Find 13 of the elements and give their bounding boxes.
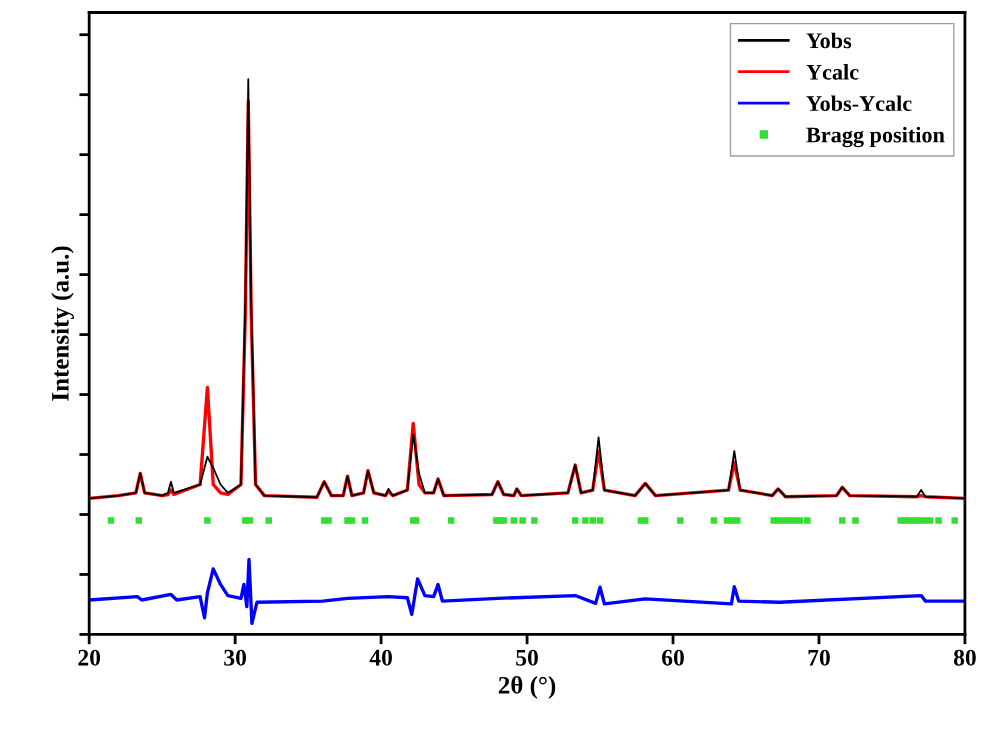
legend-label: Ycalc: [806, 64, 859, 80]
legend-label: Yobs-Ycalc: [806, 95, 912, 112]
x-tick-label: 70: [808, 649, 830, 666]
legend-label: Bragg position: [806, 126, 945, 148]
x-axis-title: 2θ (°): [498, 675, 556, 699]
x-tick-label: 80: [953, 649, 976, 666]
x-tick-label: 30: [224, 649, 247, 666]
y-axis-title: Intensity (a.u.): [51, 246, 74, 401]
x-tick-label: 60: [662, 649, 684, 666]
x-tick-label: 20: [78, 649, 101, 666]
x-tick-label: 40: [369, 649, 392, 666]
x-tick-label: 50: [516, 649, 538, 666]
legend-label: Yobs: [806, 32, 852, 49]
